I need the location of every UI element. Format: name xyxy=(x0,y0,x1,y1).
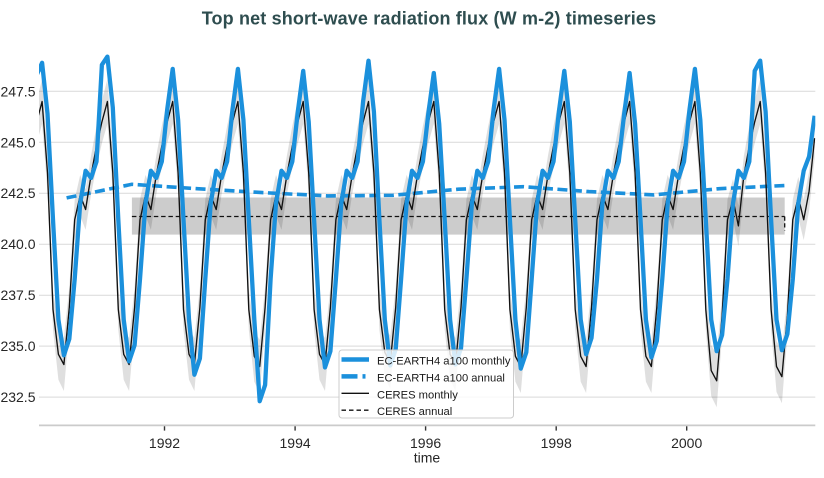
svg-text:1998: 1998 xyxy=(541,435,572,451)
svg-text:EC-EARTH4 a100 annual: EC-EARTH4 a100 annual xyxy=(377,372,505,384)
svg-text:Top net short-wave radiation f: Top net short-wave radiation flux (W m-2… xyxy=(202,9,657,29)
svg-text:237.5: 237.5 xyxy=(0,287,35,303)
svg-text:235.0: 235.0 xyxy=(0,338,35,354)
svg-text:232.5: 232.5 xyxy=(0,389,35,405)
svg-text:1992: 1992 xyxy=(149,435,180,451)
svg-text:240.0: 240.0 xyxy=(0,236,35,252)
svg-text:2000: 2000 xyxy=(671,435,702,451)
svg-text:247.5: 247.5 xyxy=(0,83,35,99)
svg-text:245.0: 245.0 xyxy=(0,134,35,150)
svg-text:242.5: 242.5 xyxy=(0,185,35,201)
svg-text:EC-EARTH4 a100 monthly: EC-EARTH4 a100 monthly xyxy=(377,356,511,368)
svg-text:CERES monthly: CERES monthly xyxy=(377,389,458,401)
svg-text:1996: 1996 xyxy=(410,435,441,451)
svg-text:time: time xyxy=(414,450,441,466)
svg-text:1994: 1994 xyxy=(280,435,311,451)
svg-text:CERES annual: CERES annual xyxy=(377,406,452,418)
